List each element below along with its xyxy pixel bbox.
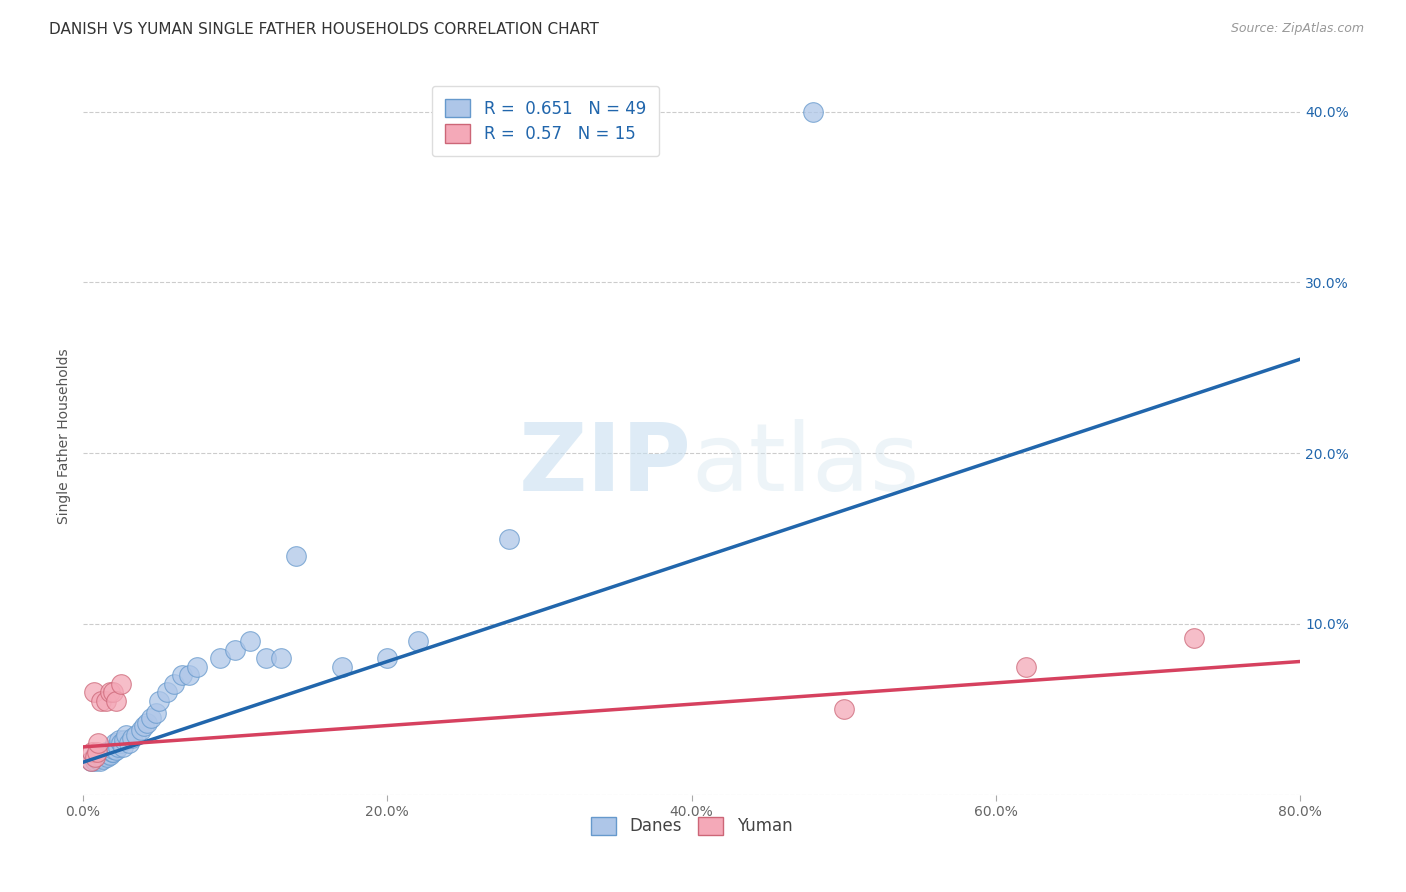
Point xyxy=(114,728,136,742)
Point xyxy=(1015,659,1038,673)
Point xyxy=(186,659,208,673)
Point xyxy=(96,750,118,764)
Point xyxy=(110,736,132,750)
Point xyxy=(90,694,112,708)
Point xyxy=(94,745,117,759)
Legend: Danes, Yuman: Danes, Yuman xyxy=(582,808,800,844)
Point xyxy=(104,736,127,750)
Point xyxy=(832,702,855,716)
Point xyxy=(108,733,131,747)
Point xyxy=(498,532,520,546)
Point xyxy=(145,706,167,720)
Point xyxy=(105,743,128,757)
Y-axis label: Single Father Households: Single Father Households xyxy=(58,348,72,524)
Point xyxy=(1182,631,1205,645)
Point xyxy=(87,750,110,764)
Text: atlas: atlas xyxy=(692,418,920,511)
Point xyxy=(163,676,186,690)
Point xyxy=(801,104,824,119)
Point xyxy=(117,736,139,750)
Point xyxy=(86,745,108,759)
Point xyxy=(330,659,353,673)
Point xyxy=(285,549,308,563)
Point xyxy=(84,754,107,768)
Point xyxy=(87,736,110,750)
Point xyxy=(112,733,135,747)
Point xyxy=(103,741,125,756)
Point xyxy=(83,685,105,699)
Point xyxy=(79,754,101,768)
Point xyxy=(94,748,117,763)
Point xyxy=(224,642,246,657)
Point xyxy=(208,651,231,665)
Point xyxy=(94,694,117,708)
Point xyxy=(101,745,124,759)
Point xyxy=(111,739,134,754)
Point xyxy=(83,750,105,764)
Point xyxy=(107,739,129,754)
Point xyxy=(103,745,125,759)
Point xyxy=(141,711,163,725)
Point xyxy=(86,752,108,766)
Point xyxy=(91,752,114,766)
Text: ZIP: ZIP xyxy=(519,418,692,511)
Point xyxy=(105,694,128,708)
Point xyxy=(82,745,104,759)
Point xyxy=(135,716,157,731)
Point xyxy=(156,685,179,699)
Point xyxy=(132,719,155,733)
Point xyxy=(270,651,292,665)
Point xyxy=(254,651,277,665)
Point xyxy=(179,668,201,682)
Point xyxy=(375,651,398,665)
Point xyxy=(239,634,262,648)
Point xyxy=(110,676,132,690)
Point xyxy=(125,728,148,742)
Text: Source: ZipAtlas.com: Source: ZipAtlas.com xyxy=(1230,22,1364,36)
Point xyxy=(97,747,120,761)
Point xyxy=(98,748,121,763)
Point xyxy=(148,694,170,708)
Point xyxy=(89,754,111,768)
Point xyxy=(84,750,107,764)
Point xyxy=(98,685,121,699)
Point xyxy=(406,634,429,648)
Point xyxy=(103,685,125,699)
Text: DANISH VS YUMAN SINGLE FATHER HOUSEHOLDS CORRELATION CHART: DANISH VS YUMAN SINGLE FATHER HOUSEHOLDS… xyxy=(49,22,599,37)
Point xyxy=(90,750,112,764)
Point xyxy=(170,668,193,682)
Point xyxy=(79,754,101,768)
Point xyxy=(121,731,143,746)
Point xyxy=(129,723,152,737)
